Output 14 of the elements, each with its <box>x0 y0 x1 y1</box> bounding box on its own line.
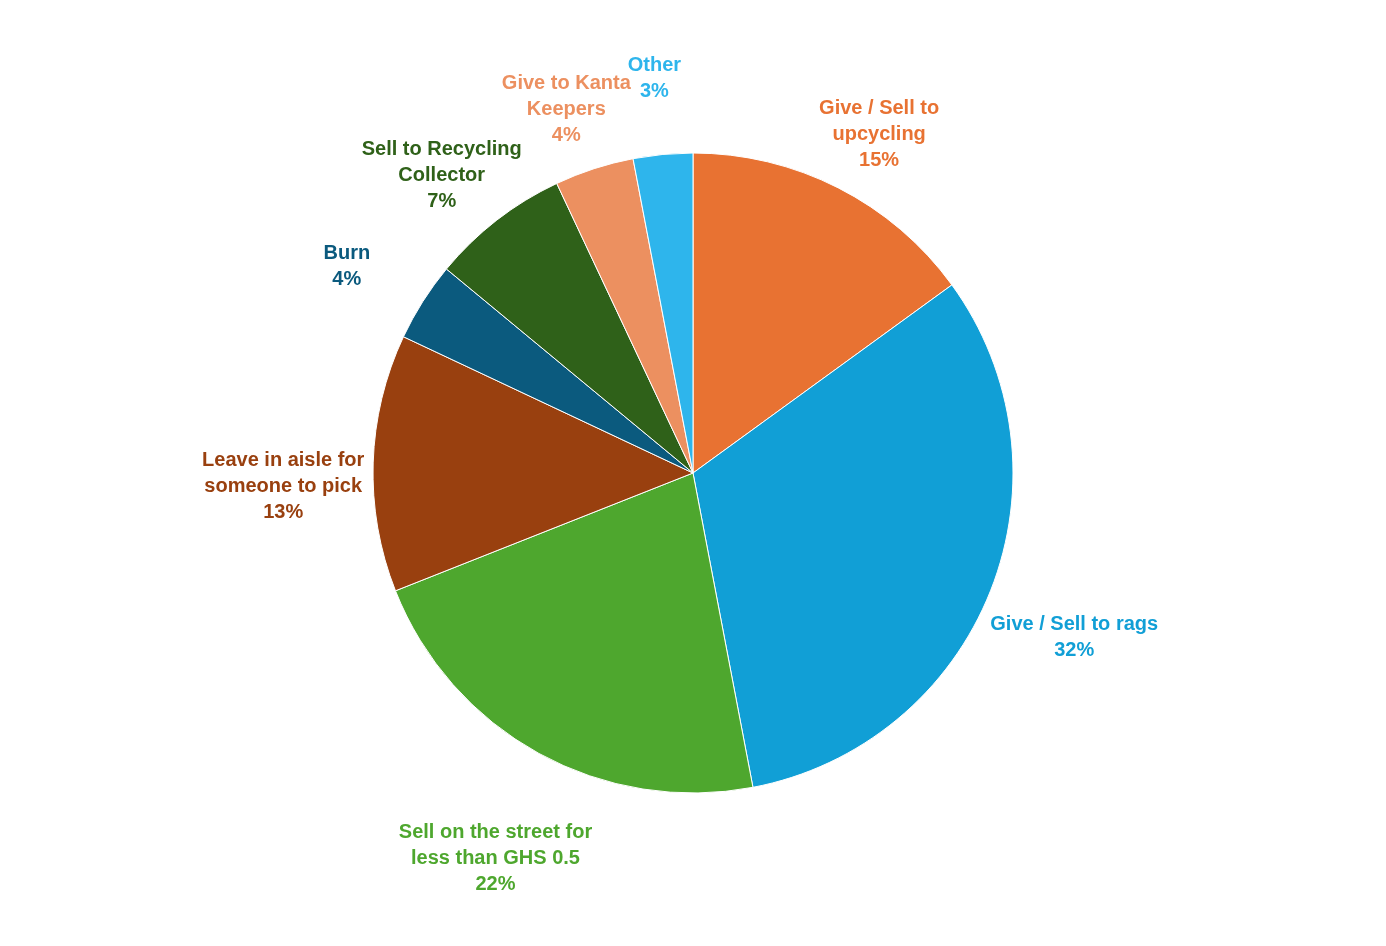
data-label: 15% <box>859 147 900 170</box>
data-label: 4% <box>551 123 581 146</box>
slice-label: Give / Sell to rags <box>990 611 1159 634</box>
slice-label: Burn <box>323 241 371 264</box>
data-label: 3% <box>639 78 670 101</box>
slice-label: Sell on the street for less than GHS 0.5 <box>398 820 593 869</box>
data-label: 13% <box>263 500 304 523</box>
data-label: 7% <box>427 189 457 212</box>
data-label: 22% <box>475 872 516 895</box>
slice-label: Sell to Recycling Collector <box>361 137 522 186</box>
slice-label: Give / Sell to upcycling <box>819 95 940 144</box>
data-label: 4% <box>332 267 362 290</box>
slice-label: Leave in aisle for someone to pick <box>202 448 365 497</box>
data-label: 32% <box>1054 637 1095 660</box>
